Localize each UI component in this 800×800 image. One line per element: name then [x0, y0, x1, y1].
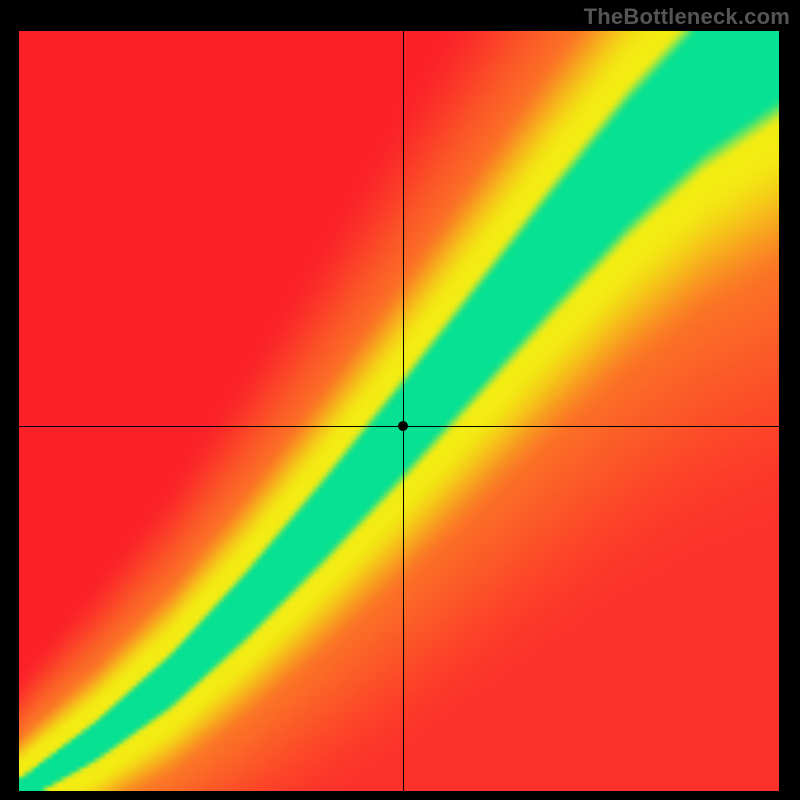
image-frame: TheBottleneck.com	[0, 0, 800, 800]
intersection-marker	[398, 421, 408, 431]
heatmap-canvas	[19, 31, 779, 791]
heatmap-plot	[19, 31, 779, 791]
watermark-text: TheBottleneck.com	[584, 4, 790, 30]
crosshair-vertical	[403, 31, 404, 791]
